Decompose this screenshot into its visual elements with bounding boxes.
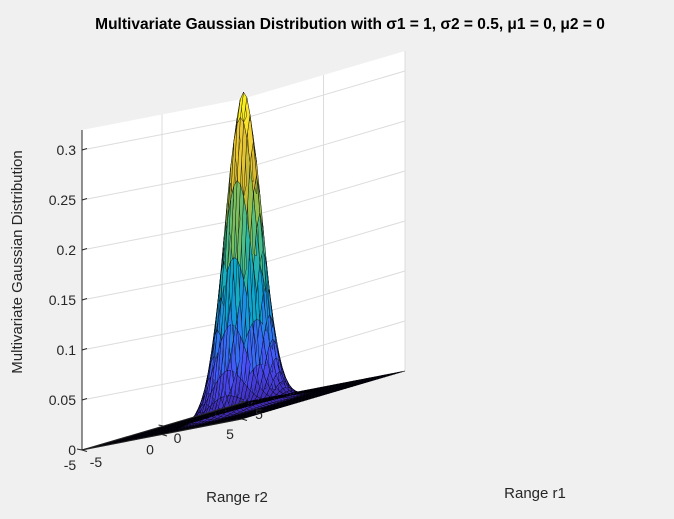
z-axis-label: Multivariate Gaussian Distribution — [9, 150, 26, 373]
y-tick-label: 0 — [146, 442, 154, 458]
y-tick-label: -5 — [64, 457, 77, 473]
y-tick-label: 5 — [226, 426, 234, 442]
x-axis-label: Range r1 — [504, 485, 566, 502]
x-tick-mark — [76, 448, 83, 451]
z-tick-label: 0.1 — [57, 342, 77, 358]
z-tick-mark — [81, 248, 88, 251]
y-tick-mark — [241, 418, 248, 421]
gaussian-surface — [81, 91, 406, 451]
x-tick-label: -5 — [90, 454, 103, 470]
z-tick-mark — [81, 148, 88, 151]
z-tick-mark — [81, 398, 88, 401]
x-tick-label: 0 — [174, 430, 182, 446]
chart-title: Multivariate Gaussian Distribution with … — [95, 16, 605, 33]
z-tick-label: 0.15 — [49, 292, 76, 308]
z-tick-mark — [81, 298, 88, 301]
z-tick-label: 0.2 — [57, 242, 77, 258]
y-tick-mark — [161, 434, 168, 437]
y-tick-mark — [81, 449, 88, 452]
x-tick-label: 5 — [255, 406, 263, 422]
z-tick-mark — [81, 198, 88, 201]
x-tick-mark — [239, 400, 246, 403]
axis-ticks: 00.050.10.150.20.250.3-505-505 — [49, 130, 263, 473]
z-tick-label: 0 — [68, 442, 76, 458]
y-axis-label: Range r2 — [206, 489, 268, 506]
x-tick-mark — [158, 424, 164, 427]
z-tick-mark — [81, 348, 88, 351]
z-tick-label: 0.25 — [49, 192, 76, 208]
z-tick-label: 0.3 — [57, 142, 77, 158]
z-tick-label: 0.05 — [49, 392, 76, 408]
